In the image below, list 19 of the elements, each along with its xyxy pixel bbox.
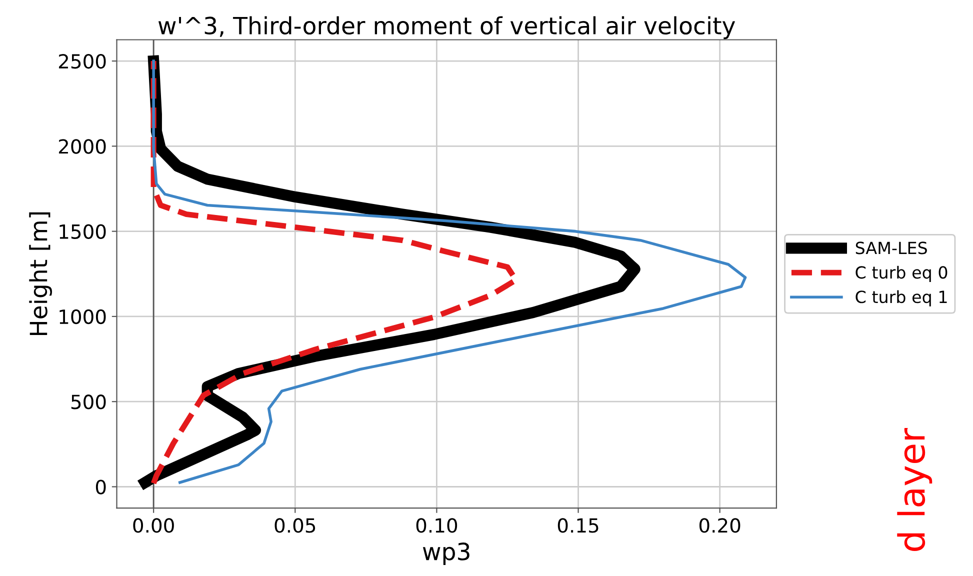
legend-label: C turb eq 0 — [856, 266, 948, 282]
legend-label: SAM-LES — [856, 242, 927, 254]
y-tick-label: 0 — [96, 480, 106, 494]
x-tick-label: 0.15 — [558, 518, 598, 533]
x-tick-label: 0.10 — [416, 518, 458, 533]
legend-label: C turb eq 1 — [856, 290, 947, 306]
y-tick-label: 2000 — [58, 139, 106, 154]
y-axis-title: Height [m] — [29, 212, 52, 336]
chart-title: w'^3, Third-order moment of vertical air velocity — [158, 16, 736, 40]
y-tick-label: 500 — [71, 394, 106, 410]
y-tick-label: 1500 — [60, 224, 106, 239]
x-tick-label: 0.05 — [274, 518, 316, 533]
y-tick-label: 1000 — [60, 309, 106, 324]
y-tick-label: 2500 — [58, 54, 106, 69]
x-axis-title: wp3 — [422, 542, 470, 565]
x-tick-label: 0.20 — [699, 518, 740, 533]
text: d layer — [897, 428, 932, 551]
line-series — [152, 60, 747, 484]
x-tick-label: 0.00 — [133, 518, 174, 533]
